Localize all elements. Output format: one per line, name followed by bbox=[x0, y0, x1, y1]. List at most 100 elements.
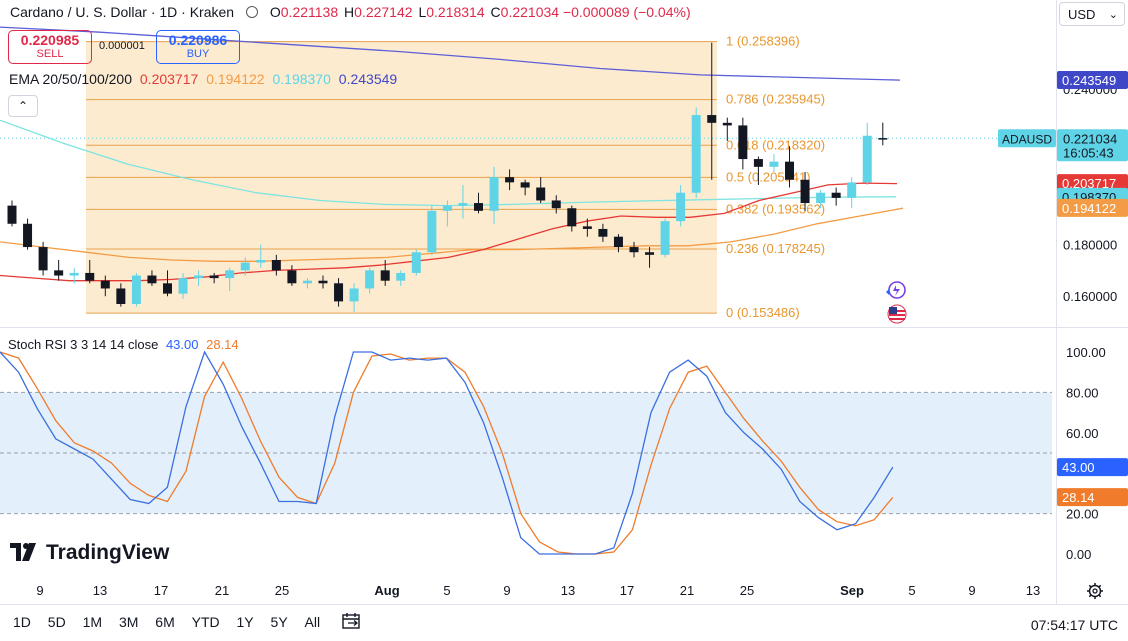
stoch-d-tag-bg bbox=[1057, 488, 1128, 507]
stoch-k-tag: 43.00 bbox=[1062, 460, 1095, 475]
candle-down bbox=[629, 247, 639, 253]
ema20-price-tag: 0.203717 bbox=[1062, 176, 1116, 191]
candle-down bbox=[878, 138, 888, 140]
candle-up bbox=[862, 135, 872, 183]
us-flag-icon[interactable] bbox=[886, 304, 908, 324]
candle-down bbox=[116, 288, 126, 304]
range-5y[interactable]: 5Y bbox=[270, 614, 288, 630]
ema200-value: 0.243549 bbox=[338, 71, 398, 87]
range-all[interactable]: All bbox=[304, 614, 321, 630]
candle-up bbox=[349, 288, 359, 302]
ema200-price-tag: 0.243549 bbox=[1062, 73, 1116, 88]
candle-down bbox=[831, 192, 841, 198]
time-tick-label: 13 bbox=[561, 583, 575, 598]
time-tick-label: 9 bbox=[968, 583, 975, 598]
candle-down bbox=[474, 203, 483, 211]
range-1m[interactable]: 1M bbox=[82, 614, 103, 630]
time-tick-label: 25 bbox=[740, 583, 754, 598]
stoch-tick-label: 20.00 bbox=[1066, 507, 1099, 522]
close-label: C bbox=[490, 4, 501, 20]
range-1y[interactable]: 1Y bbox=[236, 614, 254, 630]
candle-up bbox=[302, 280, 312, 284]
tradingview-logo-icon bbox=[10, 543, 36, 561]
candle-up bbox=[691, 115, 701, 193]
candle-down bbox=[54, 270, 64, 276]
time-tick-label: 13 bbox=[1026, 583, 1040, 598]
last-price-tag: 0.221034 bbox=[1063, 131, 1117, 146]
candle-down bbox=[800, 179, 810, 204]
chevron-down-icon: ⌄ bbox=[1108, 9, 1118, 21]
spread-value: 0.000001 bbox=[99, 40, 145, 52]
candle-down bbox=[209, 275, 219, 279]
stoch-rsi-pane bbox=[0, 350, 894, 555]
candle-up bbox=[225, 270, 235, 279]
price-tick-label: 0.180000 bbox=[1063, 237, 1117, 252]
buy-label: BUY bbox=[186, 48, 210, 60]
candle-up bbox=[489, 177, 499, 211]
candle-up bbox=[240, 262, 250, 271]
tradingview-logo[interactable]: TradingView bbox=[10, 541, 169, 565]
stoch-k-tag-bg bbox=[1057, 458, 1128, 477]
candle-up bbox=[427, 210, 437, 253]
buy-price: 0.220986 bbox=[168, 32, 228, 48]
time-tick-label: 9 bbox=[36, 583, 43, 598]
candle-up bbox=[458, 203, 468, 206]
low-label: L bbox=[418, 4, 427, 20]
fib-level-label: 0.618 (0.218320) bbox=[726, 137, 825, 152]
candle-up bbox=[178, 278, 188, 294]
stoch-tick-label: 100.00 bbox=[1066, 345, 1106, 360]
currency-value: USD bbox=[1068, 7, 1096, 22]
countdown-timer: 16:05:43 bbox=[1063, 145, 1114, 160]
currency-select[interactable]: USD ⌄ bbox=[1059, 2, 1125, 26]
stoch-d-value: 28.14 bbox=[206, 337, 239, 352]
candle-up bbox=[769, 161, 779, 167]
candle-up bbox=[660, 221, 670, 255]
stoch-rsi-label: Stoch RSI 3 3 14 14 close bbox=[8, 337, 159, 352]
ema100-line bbox=[0, 119, 897, 207]
candle-up bbox=[365, 270, 375, 289]
range-5d[interactable]: 5D bbox=[47, 614, 66, 630]
sell-label: SELL bbox=[36, 48, 64, 60]
candle-down bbox=[23, 223, 33, 248]
ema50-price-tag: 0.194122 bbox=[1062, 201, 1116, 216]
range-3m[interactable]: 3M bbox=[118, 614, 139, 630]
time-tick-label: 13 bbox=[93, 583, 107, 598]
stoch-rsi-legend[interactable]: Stoch RSI 3 3 14 14 close 43.00 28.14 bbox=[8, 337, 239, 352]
ema-legend[interactable]: EMA 20/50/100/200 0.203717 0.194122 0.19… bbox=[9, 71, 397, 87]
calendar-range-icon[interactable] bbox=[342, 612, 362, 633]
ema-lines bbox=[0, 26, 904, 282]
candle-down bbox=[163, 283, 172, 294]
range-1d[interactable]: 1D bbox=[13, 614, 31, 630]
compare-icon[interactable] bbox=[884, 280, 908, 302]
candle-down bbox=[707, 115, 717, 123]
stoch-k-line bbox=[0, 350, 894, 555]
range-6m[interactable]: 6M bbox=[155, 614, 175, 630]
high-label: H bbox=[344, 4, 355, 20]
ema20-price-tag-bg bbox=[1057, 174, 1128, 193]
candle-down bbox=[318, 280, 328, 284]
fibonacci-retracement[interactable]: 1 (0.258396) 0.786 (0.235945) 0.618 (0.218… bbox=[0, 34, 1000, 321]
settings-icon[interactable] bbox=[1085, 581, 1105, 601]
time-tick-label: 21 bbox=[215, 583, 229, 598]
ema20-value: 0.203717 bbox=[139, 71, 199, 87]
candle-down bbox=[287, 270, 297, 284]
fib-level-label: 0.786 (0.235945) bbox=[726, 92, 825, 107]
candle-down bbox=[505, 177, 515, 183]
range-ytd[interactable]: YTD bbox=[191, 614, 220, 630]
candle-up bbox=[69, 272, 79, 276]
collapse-legend-button[interactable]: ⌃ bbox=[8, 95, 38, 117]
time-tick-label: 21 bbox=[680, 583, 694, 598]
ema100-value: 0.198370 bbox=[272, 71, 331, 87]
symbol-header[interactable]: Cardano / U. S. Dollar · 1D · Kraken O0.… bbox=[10, 4, 691, 20]
open-value: 0.221138 bbox=[280, 4, 339, 20]
buy-button[interactable]: 0.220986 BUY bbox=[156, 30, 240, 64]
symbol-tag-bg bbox=[998, 129, 1056, 148]
sell-button[interactable]: 0.220985 SELL bbox=[8, 30, 92, 64]
candle-down bbox=[147, 275, 157, 284]
symbol-title[interactable]: Cardano / U. S. Dollar · 1D · Kraken bbox=[10, 4, 235, 20]
utc-clock[interactable]: 07:54:17 UTC bbox=[1030, 617, 1118, 633]
candle-down bbox=[738, 125, 748, 160]
candle-up bbox=[396, 272, 406, 281]
stoch-tick-label: 60.00 bbox=[1066, 426, 1099, 441]
